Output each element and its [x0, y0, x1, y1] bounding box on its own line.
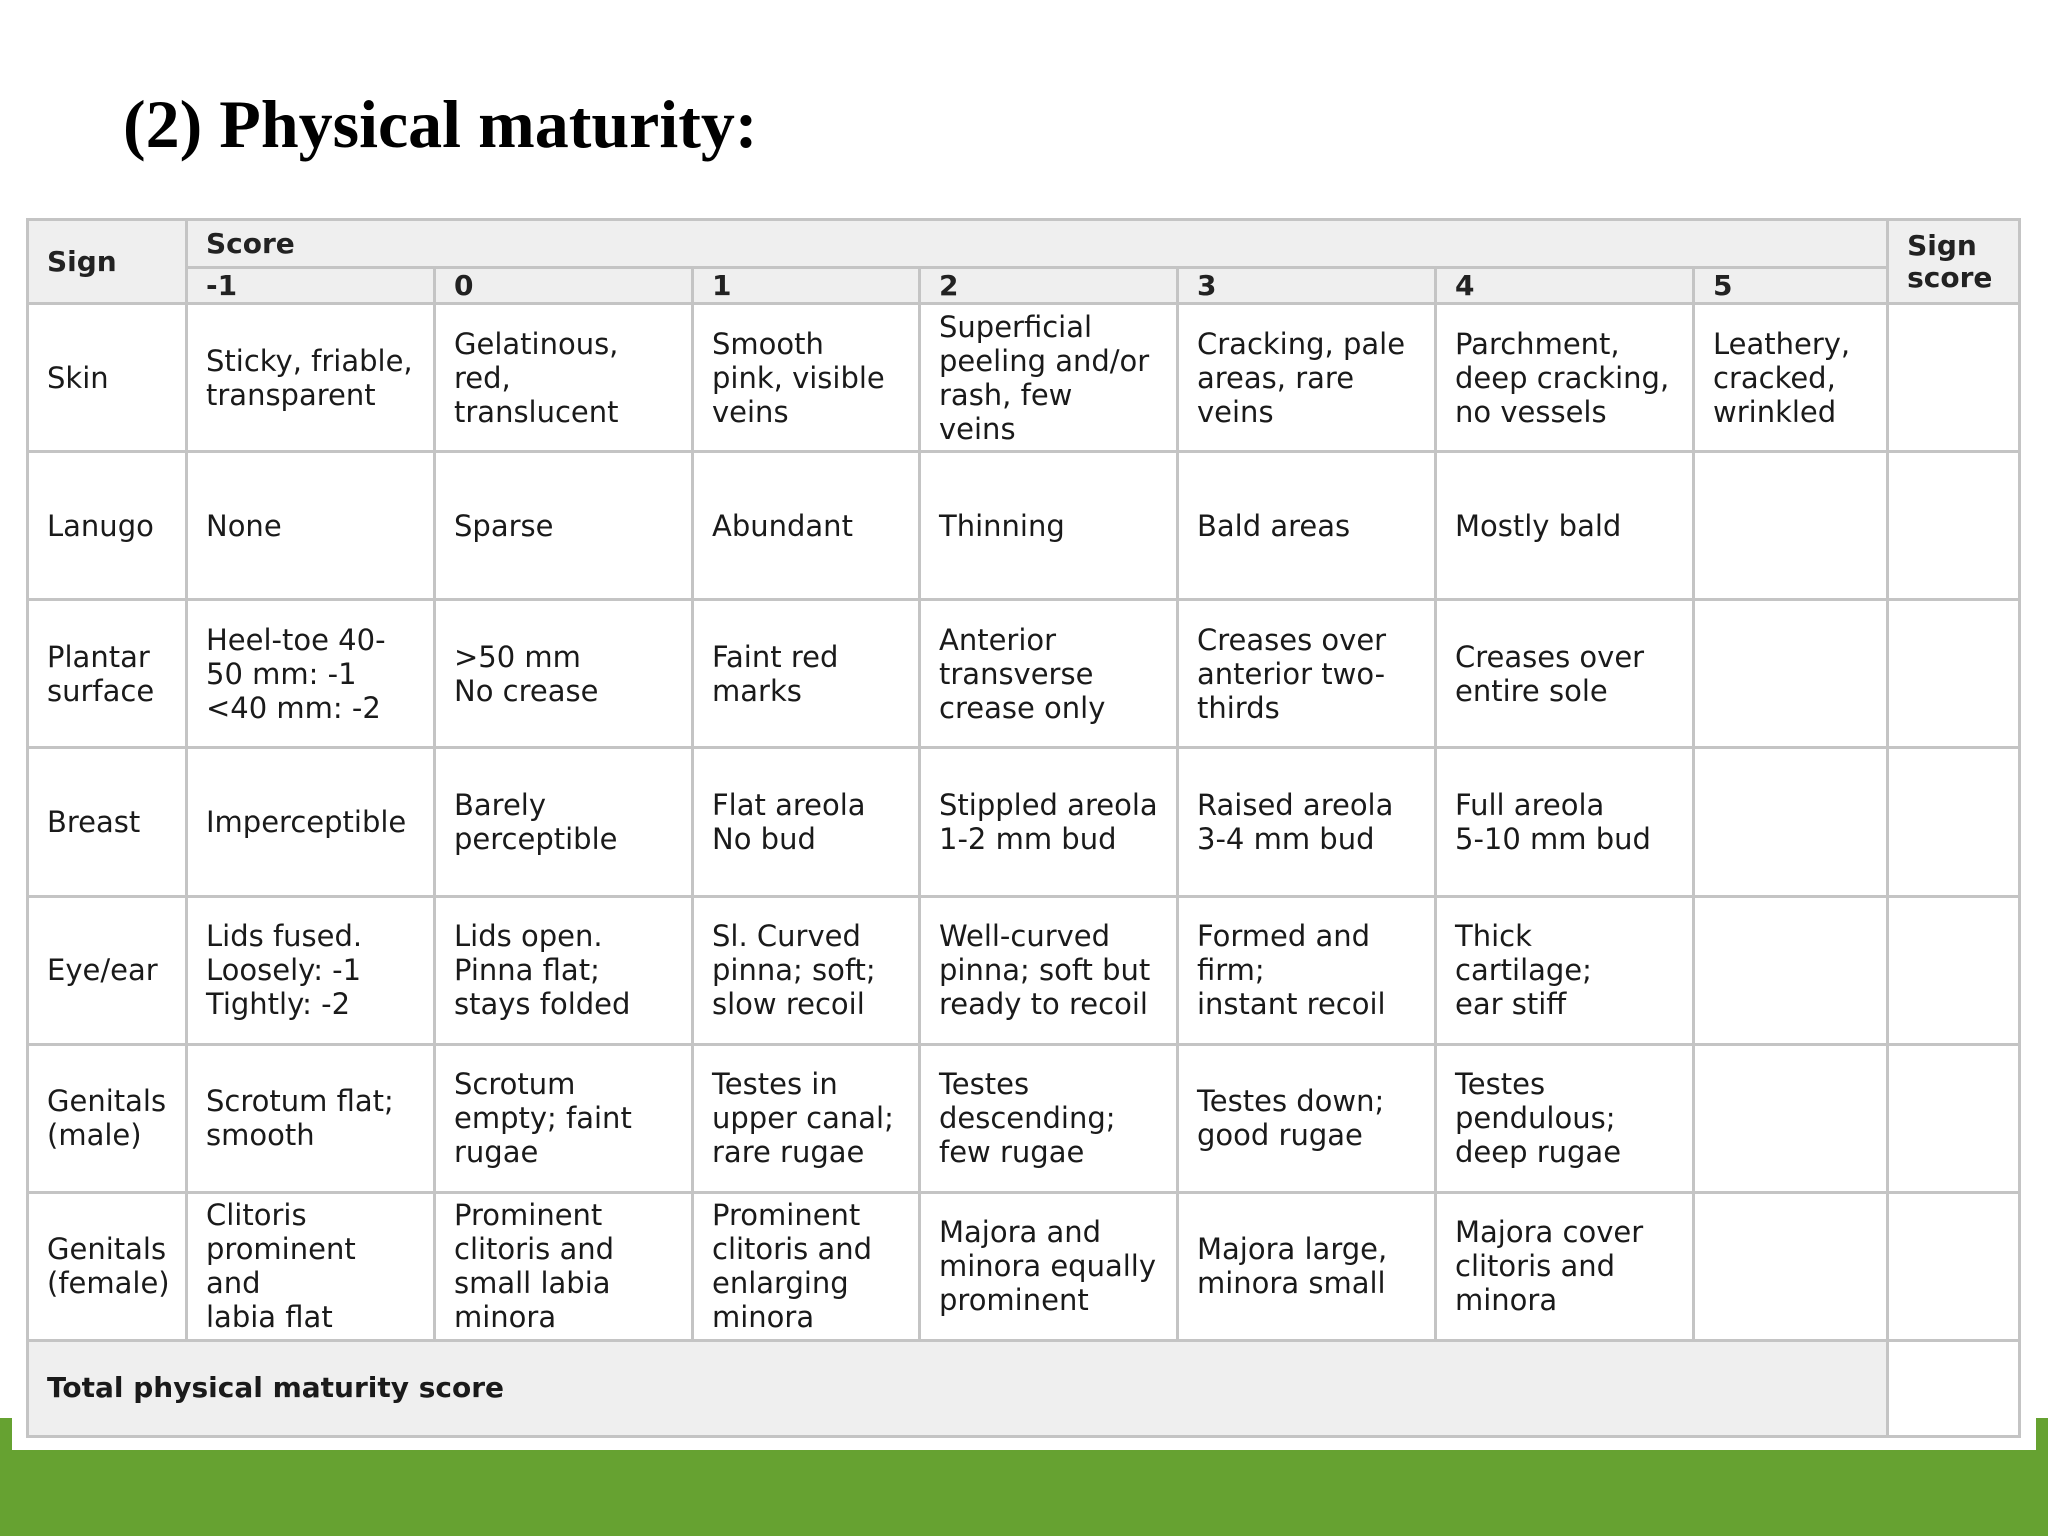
score-description-cell: Abundant: [691, 450, 921, 602]
table-body: Skin Sticky, friable, transparent Gelatino…: [25, 301, 2022, 1439]
score-description-cell: Testes down; good rugae: [1176, 1042, 1437, 1194]
sign-score-cell: [1886, 598, 2022, 750]
sign-column-header: Sign: [26, 218, 188, 305]
table-row: Breast Imperceptible Barely perceptible Fla…: [26, 746, 2022, 898]
score-description-cell: Scrotum flat; smooth: [185, 1042, 436, 1194]
score-description-cell: Prominent clitoris and enlarging minora: [691, 1190, 921, 1342]
score-description-cell: Faint red marks: [691, 598, 921, 750]
score-description-cell: None: [185, 450, 436, 602]
score-column-header: 0: [433, 266, 694, 305]
sign-score-cell: [1886, 746, 2022, 898]
score-description-cell: [1691, 1190, 1890, 1342]
score-description-cell: Sticky, friable, transparent: [185, 301, 436, 454]
score-description-cell: Thinning: [918, 450, 1179, 602]
score-description-cell: Well-curved pinna; soft but ready to rec…: [918, 894, 1179, 1046]
score-description-cell: Flat areola No bud: [691, 746, 921, 898]
score-description-cell: [1691, 1042, 1890, 1194]
sign-score-cell: [1886, 301, 2022, 454]
total-score-value-cell: [1886, 1338, 2022, 1439]
score-description-cell: Parchment, deep cracking, no vessels: [1434, 301, 1695, 454]
slide-title: (2) Physical maturity:: [123, 86, 758, 162]
sign-score-cell: [1886, 894, 2022, 1046]
header-row-scores: -1 0 1 2 3 4 5: [28, 266, 2020, 305]
score-description-cell: Stippled areola 1-2 mm bud: [918, 746, 1179, 898]
table-row: Plantar surface Heel-toe 40- 50 mm: -1 <4…: [26, 598, 2022, 750]
physical-maturity-table: Sign Score Sign score -1 0 1 2 3 4 5 Skin Stick…: [25, 218, 2022, 1439]
score-description-cell: Superficial peeling and/or rash, few vei…: [918, 301, 1179, 454]
score-description-cell: [1691, 746, 1890, 898]
score-description-cell: Majora large, minora small: [1176, 1190, 1437, 1342]
score-description-cell: Barely perceptible: [433, 746, 694, 898]
sign-name-cell: Skin: [26, 301, 188, 454]
header-row-top: Sign Score Sign score: [26, 218, 2022, 305]
score-description-cell: Testes in upper canal; rare rugae: [691, 1042, 921, 1194]
sign-name-cell: Genitals (female): [26, 1190, 188, 1342]
sign-name-cell: Eye/ear: [26, 894, 188, 1046]
score-description-cell: Sl. Curved pinna; soft; slow recoil: [691, 894, 921, 1046]
total-score-label: Total physical maturity score: [25, 1338, 1890, 1439]
score-description-cell: Thick cartilage; ear stiff: [1434, 894, 1695, 1046]
score-description-cell: Creases over entire sole: [1434, 598, 1695, 750]
table-row: Genitals (male) Scrotum flat; smooth Scrot…: [26, 1042, 2022, 1194]
score-description-cell: Scrotum empty; faint rugae: [433, 1042, 694, 1194]
sign-score-column-header: Sign score: [1886, 218, 2022, 305]
score-description-cell: Full areola 5-10 mm bud: [1434, 746, 1695, 898]
sign-score-cell: [1886, 1042, 2022, 1194]
score-description-cell: Heel-toe 40- 50 mm: -1 <40 mm: -2: [185, 598, 436, 750]
score-description-cell: Smooth pink, visible veins: [691, 301, 921, 454]
footer-accent-left: [0, 1418, 12, 1452]
score-description-cell: Testes descending; few rugae: [918, 1042, 1179, 1194]
score-description-cell: [1691, 894, 1890, 1046]
score-description-cell: Cracking, pale areas, rare veins: [1176, 301, 1437, 454]
footer-accent-right: [2036, 1418, 2048, 1452]
sign-score-cell: [1886, 450, 2022, 602]
score-description-cell: Raised areola 3-4 mm bud: [1176, 746, 1437, 898]
score-description-cell: Clitoris prominent and labia flat: [185, 1190, 436, 1342]
sign-name-cell: Lanugo: [26, 450, 188, 602]
score-description-cell: Creases over anterior two- thirds: [1176, 598, 1437, 750]
score-description-cell: Anterior transverse crease only: [918, 598, 1179, 750]
score-group-header: Score: [184, 218, 1890, 269]
score-column-header: 1: [691, 266, 921, 305]
score-description-cell: Majora and minora equally prominent: [918, 1190, 1179, 1342]
score-column-header: -1: [185, 266, 436, 305]
score-description-cell: Majora cover clitoris and minora: [1434, 1190, 1695, 1342]
footer-band: [0, 1450, 2048, 1536]
score-description-cell: Sparse: [433, 450, 694, 602]
score-column-header: 5: [1691, 266, 1890, 305]
table-row: Skin Sticky, friable, transparent Gelatino…: [26, 301, 2022, 454]
sign-name-cell: Breast: [26, 746, 188, 898]
sign-score-cell: [1886, 1190, 2022, 1342]
score-column-header: 3: [1176, 266, 1437, 305]
score-description-cell: Leathery, cracked, wrinkled: [1691, 301, 1890, 454]
score-description-cell: >50 mm No crease: [433, 598, 694, 750]
score-description-cell: [1691, 450, 1890, 602]
table-row: Lanugo None Sparse Abundant Thinning Bald are…: [26, 450, 2022, 602]
score-column-header: 2: [918, 266, 1179, 305]
score-description-cell: Formed and firm; instant recoil: [1176, 894, 1437, 1046]
score-description-cell: Lids open. Pinna flat; stays folded: [433, 894, 694, 1046]
score-description-cell: Bald areas: [1176, 450, 1437, 602]
score-description-cell: Prominent clitoris and small labia minor…: [433, 1190, 694, 1342]
table-row: Eye/ear Lids fused. Loosely: -1 Tightly: …: [26, 894, 2022, 1046]
table-row: Genitals (female) Clitoris prominent and …: [26, 1190, 2022, 1342]
physical-maturity-table-container: Sign Score Sign score -1 0 1 2 3 4 5 Skin Stick…: [25, 218, 2022, 1439]
score-description-cell: Lids fused. Loosely: -1 Tightly: -2: [185, 894, 436, 1046]
score-description-cell: Testes pendulous; deep rugae: [1434, 1042, 1695, 1194]
score-description-cell: Mostly bald: [1434, 450, 1695, 602]
score-description-cell: Gelatinous, red, translucent: [433, 301, 694, 454]
sign-name-cell: Genitals (male): [26, 1042, 188, 1194]
total-row: Total physical maturity score: [25, 1338, 2022, 1439]
score-column-header: 4: [1434, 266, 1695, 305]
score-description-cell: Imperceptible: [185, 746, 436, 898]
sign-name-cell: Plantar surface: [26, 598, 188, 750]
score-description-cell: [1691, 598, 1890, 750]
